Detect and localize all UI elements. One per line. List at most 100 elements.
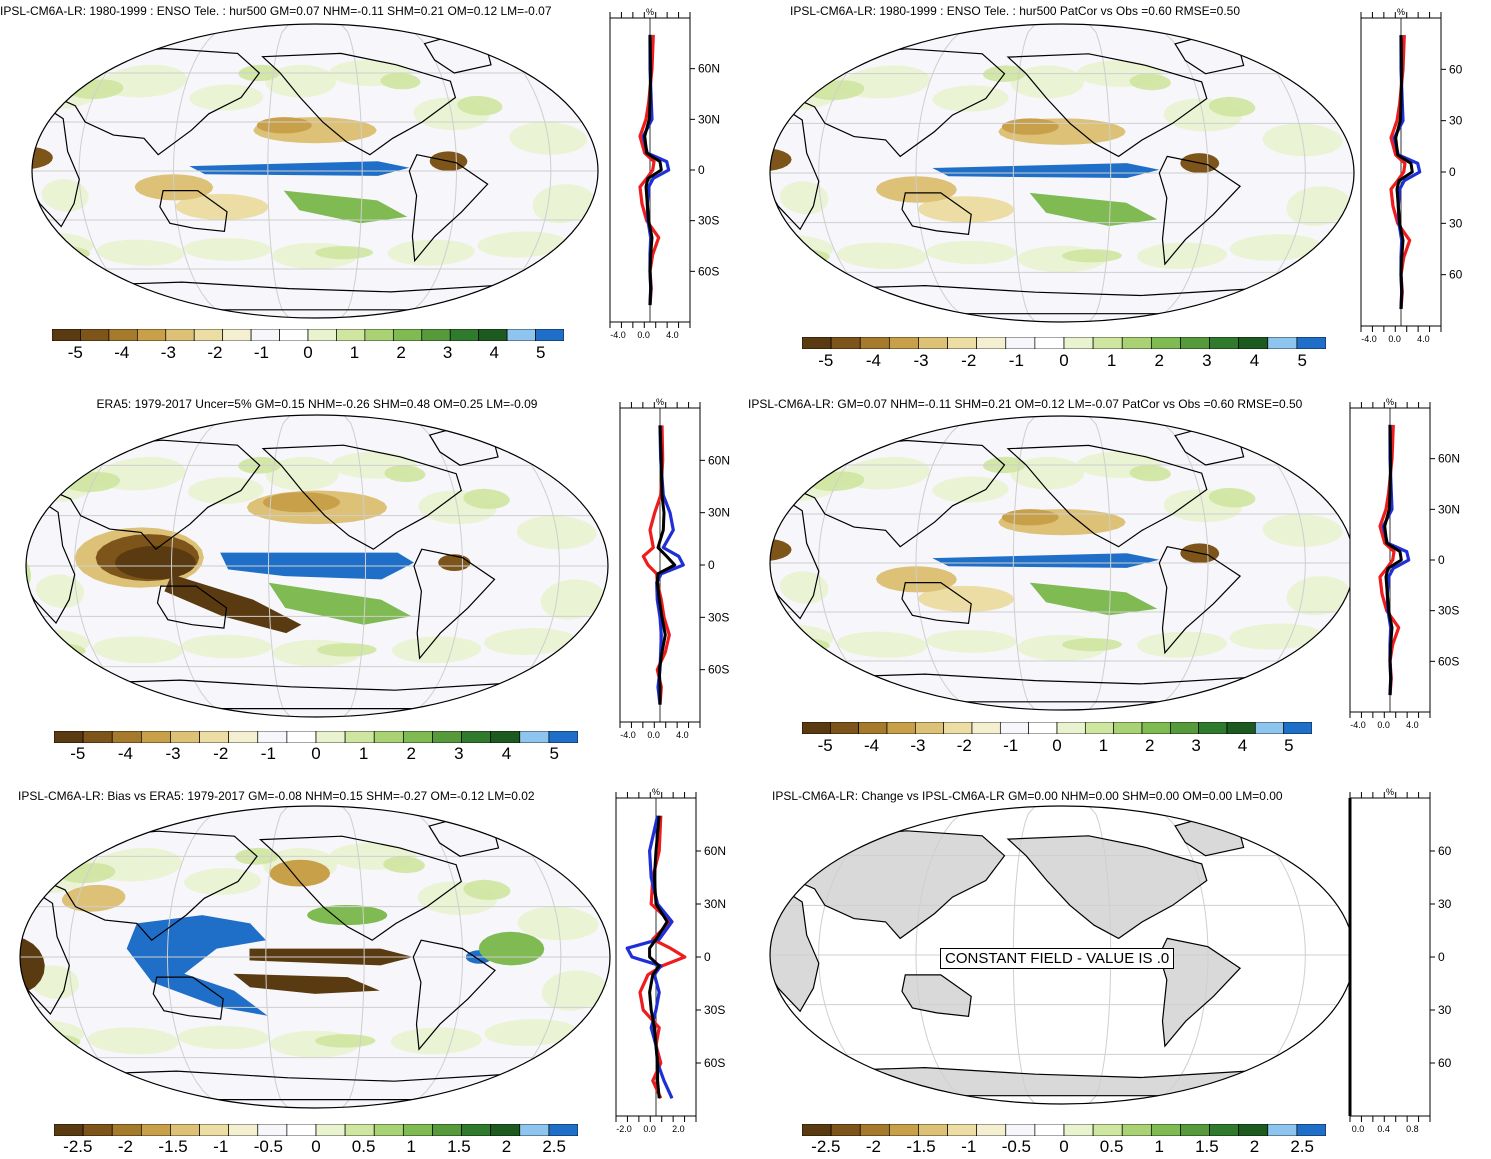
profile-x-tick-label: -4.0 [1350,720,1366,730]
graticule-line [166,806,235,1108]
graticule-line [444,24,552,318]
profile-lat-label: 0 [704,950,711,964]
colorbar-swatch [140,731,171,743]
colorbar-swatch [373,731,404,743]
colorbar-swatch [344,1124,375,1136]
land-africa [770,893,819,1012]
colorbar-swatch [228,731,259,743]
colorbar-swatch [111,731,142,743]
graticule-line [1142,24,1209,322]
colorbar-tick-label: 1 [1098,736,1109,755]
field-blob [770,148,792,172]
colorbar-swatch [286,731,317,743]
field-blob [164,574,302,634]
colorbar-tick-label: 2 [501,1137,512,1156]
colorbar-swatch [228,1124,259,1136]
colorbar-swatch [199,731,230,743]
field-blob [770,538,792,562]
map-border [31,23,599,319]
colorbar-swatch [432,731,462,743]
zonal-mean-profile: % -4.0 0.0 4.0 60N 30N 0 30S 60S [619,397,730,740]
graticule-line [915,24,982,322]
field-blob [484,628,576,655]
graticule-line [78,24,186,318]
coastline [770,501,820,620]
field-blob [1229,623,1322,650]
field-blob [181,634,272,659]
colorbar-swatch [1226,722,1256,734]
colorbar-swatch [830,1124,861,1136]
colorbar-swatch [373,1124,404,1136]
colorbar-swatch [461,1124,492,1136]
graticule-line [818,24,929,322]
profile-lat-label: 30 [1438,1003,1452,1017]
field-blob [1137,242,1227,269]
field-blob [1129,465,1171,482]
colorbar-swatch [519,1124,550,1136]
profile-series-black [648,815,669,1099]
colorbar-swatch [82,731,113,743]
land-australia [902,974,972,1017]
colorbar-swatch [1296,1124,1326,1136]
colorbar-swatch [519,731,550,743]
profile-lat-label: 30 [1449,216,1463,230]
map-plot [25,414,609,718]
graticule-line [1142,806,1209,1104]
profile-unit-label: % [1386,787,1394,797]
field-blob [35,574,85,608]
colorbar-swatch [315,731,346,743]
colorbar-swatch [1034,337,1065,349]
colorbar-swatch [1267,1124,1298,1136]
colorbar-swatch [364,329,394,341]
panel-title: ERA5: 1979-2017 Uncer=5% GM=0.15 NHM=-0.… [96,397,538,411]
panel-title: IPSL-CM6A-LR: Bias vs ERA5: 1979-2017 GM… [18,789,535,803]
field-blob [1001,509,1059,526]
coastline [258,835,462,941]
graticule-line [1195,806,1306,1104]
field-blob [484,1019,577,1046]
colorbar-tick-label: 1 [406,1137,416,1156]
colorbar-swatch [170,1124,200,1136]
colorbar-tick-label: -2.5 [63,1137,93,1156]
colorbar-swatch [1063,1124,1094,1136]
colorbar [802,722,1312,734]
colorbar-tick-label: 0 [1052,736,1062,755]
coastline [408,154,489,263]
field-blob [233,973,380,994]
map-field [770,416,1354,710]
colorbar-swatch [918,337,948,349]
colorbar-swatch [1180,337,1210,349]
colorbar-swatch [971,722,1001,734]
colorbar-swatch [136,329,167,341]
colorbar-tick-label: -3 [913,351,929,370]
colorbar-swatch [1005,1124,1036,1136]
colorbar-swatch [1198,722,1228,734]
colorbar-swatch [108,329,138,341]
profile-lat-label: 60N [708,453,730,467]
field-blob [837,242,928,269]
field-blob [926,630,1017,653]
field-blob [20,935,45,996]
graticule-line [1088,24,1112,322]
colorbar-swatch [279,329,309,341]
colorbar-swatch [1141,722,1171,734]
colorbar-tick-label: -2 [207,343,223,362]
coastline [901,582,972,625]
colorbar-swatch [1209,337,1240,349]
field-blob [1029,192,1158,226]
panel-title: IPSL-CM6A-LR: 1980-1999 : ENSO Tele. : h… [790,4,1241,18]
map-field [770,24,1354,322]
colorbar-swatch [1121,1124,1152,1136]
colorbar-swatch [829,722,860,734]
profile-lat-label: 60 [1449,62,1463,76]
zonal-mean-profile: % -4.0 0.0 4.0 60N 30N 0 30S 60S [1349,397,1460,730]
colorbar-swatch [490,731,521,743]
colorbar-swatch [336,329,366,341]
field-blob [837,631,928,658]
graticule-line [68,806,180,1108]
profile-x-tick-label: -4.0 [610,330,626,340]
field-blob [779,571,829,604]
profile-lat-label: 60S [1438,654,1459,668]
field-blob [438,554,471,571]
graticule-line [265,806,289,1108]
